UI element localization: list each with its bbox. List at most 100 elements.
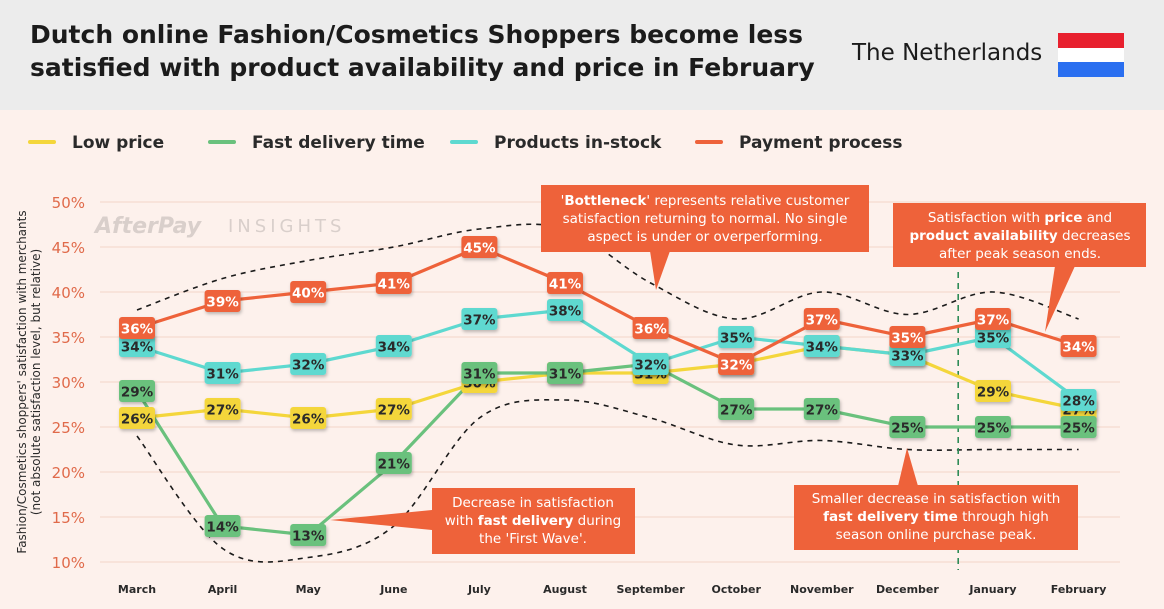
- afterpay-logo: AfterPay: [93, 214, 203, 239]
- data-label-box: [290, 407, 327, 429]
- price-availability-callout-line-2: product availability decreases: [909, 228, 1130, 244]
- data-labels: 26%27%26%27%30%31%31%32%34%33%29%27%29%1…: [119, 236, 1097, 546]
- data-label-text: 36%: [121, 322, 154, 338]
- y-tick-label: 45%: [52, 239, 85, 257]
- data-label-box: [975, 326, 1011, 348]
- data-label: 33%: [889, 344, 926, 366]
- data-label-text: 25%: [1062, 421, 1095, 437]
- x-tick-label: May: [296, 583, 321, 596]
- data-label-box: [290, 524, 327, 546]
- y-tick-label: 35%: [52, 329, 85, 347]
- data-label-box: [547, 299, 583, 321]
- y-axis: 10% 15% 20% 25% 30% 35% 40% 45% 50%: [52, 194, 1120, 572]
- data-label-box: [375, 452, 412, 474]
- data-label: 31%: [461, 362, 498, 384]
- data-label: 36%: [119, 317, 155, 339]
- x-tick-label: February: [1051, 583, 1107, 596]
- data-label-text: 37%: [977, 313, 1010, 329]
- price-availability-callout-pointer: [1045, 266, 1075, 332]
- data-label-box: [889, 416, 926, 438]
- bottleneck-callout: 'Bottleneck' represents relative custome…: [541, 185, 869, 290]
- data-label: 27%: [375, 398, 412, 420]
- data-label: 32%: [632, 353, 669, 375]
- data-label-text: 31%: [206, 367, 239, 383]
- x-tick-label: December: [876, 583, 939, 596]
- data-label-text: 14%: [206, 520, 239, 536]
- first-wave-callout-line-3: the 'First Wave'.: [479, 531, 587, 547]
- data-label-text: 25%: [977, 421, 1010, 437]
- data-label-text: 41%: [549, 277, 582, 293]
- data-label: 25%: [889, 416, 926, 438]
- data-label: 41%: [375, 272, 412, 294]
- insights-wordmark: INSIGHTS: [228, 216, 345, 237]
- text-segment: during: [573, 513, 621, 529]
- data-label-text: 13%: [292, 529, 325, 545]
- data-label: 39%: [204, 290, 241, 312]
- annotations: 'Bottleneck' represents relative custome…: [330, 185, 1146, 554]
- text-segment: the 'First Wave'.: [479, 531, 587, 547]
- y-tick-label: 50%: [52, 194, 85, 212]
- data-label-box: [461, 308, 498, 330]
- peak-season-callout: Smaller decrease in satisfaction with fas…: [794, 448, 1078, 550]
- bold-text: product availability: [909, 228, 1057, 244]
- data-label-box: [375, 272, 412, 294]
- data-label-box: [547, 362, 583, 384]
- data-label: 26%: [290, 407, 327, 429]
- y-axis-title-line-1: Fashion/Cosmetics shoppers' satisfaction…: [15, 210, 29, 553]
- x-tick-label: November: [790, 583, 854, 596]
- data-label-box: [375, 398, 412, 420]
- first-wave-callout-pointer: [330, 510, 432, 530]
- data-label-text: 26%: [292, 412, 325, 428]
- data-label-text: 38%: [549, 304, 582, 320]
- data-label-text: 27%: [378, 403, 411, 419]
- line-chart: Low price Fast delivery time Products in-s…: [15, 133, 1146, 596]
- x-tick-label: January: [968, 583, 1016, 596]
- data-label-text: 37%: [806, 313, 839, 329]
- data-label: 34%: [375, 335, 412, 357]
- data-label-box: [119, 335, 155, 357]
- data-label-box: [119, 380, 155, 402]
- y-tick-label: 25%: [52, 419, 85, 437]
- data-label: 37%: [461, 308, 498, 330]
- data-label: 38%: [547, 299, 583, 321]
- data-label-box: [204, 398, 241, 420]
- data-label-box: [1060, 389, 1097, 411]
- text-segment: satisfaction returning to normal. No sin…: [563, 211, 848, 227]
- data-label-text: 32%: [720, 358, 753, 374]
- text-segment: after peak season ends.: [939, 246, 1101, 262]
- data-label-box: [975, 380, 1011, 402]
- data-label-text: 29%: [977, 385, 1010, 401]
- price-availability-callout-line-3: after peak season ends.: [939, 246, 1101, 262]
- data-label-box: [119, 317, 155, 339]
- text-segment: Decrease in satisfaction: [452, 495, 614, 511]
- x-tick-label: September: [616, 583, 685, 596]
- text-segment: through high: [958, 509, 1049, 525]
- text-segment: season online purchase peak.: [836, 527, 1037, 543]
- text-segment: ': [561, 193, 565, 209]
- bold-text: Bottleneck: [564, 193, 647, 209]
- data-label-box: [461, 362, 498, 384]
- data-label-text: 35%: [891, 331, 924, 347]
- bottleneck-upper-line: [136, 223, 1079, 320]
- data-label: 35%: [718, 326, 755, 348]
- legend-label-2: Products in-stock: [494, 133, 662, 153]
- data-label-text: 32%: [292, 358, 325, 374]
- data-label-text: 31%: [549, 367, 582, 383]
- data-label: 26%: [119, 407, 155, 429]
- data-label: 27%: [204, 398, 241, 420]
- bold-text: price: [1044, 210, 1082, 226]
- data-label: 32%: [290, 353, 327, 375]
- price-availability-callout: Satisfaction with price and product avail…: [893, 203, 1146, 332]
- data-label: 41%: [547, 272, 583, 294]
- legend-label-0: Low price: [72, 133, 164, 153]
- data-label-box: [975, 416, 1011, 438]
- data-label-text: 40%: [292, 286, 325, 302]
- data-label-box: [632, 317, 669, 339]
- data-label-box: [1060, 335, 1097, 357]
- data-label: 34%: [1060, 335, 1097, 357]
- bottleneck-lines: [136, 223, 1079, 563]
- x-tick-label: April: [208, 583, 237, 596]
- data-label-text: 34%: [121, 340, 154, 356]
- bottleneck-callout-line-3: aspect is under or overperforming.: [587, 229, 822, 245]
- data-label: 28%: [1060, 389, 1097, 411]
